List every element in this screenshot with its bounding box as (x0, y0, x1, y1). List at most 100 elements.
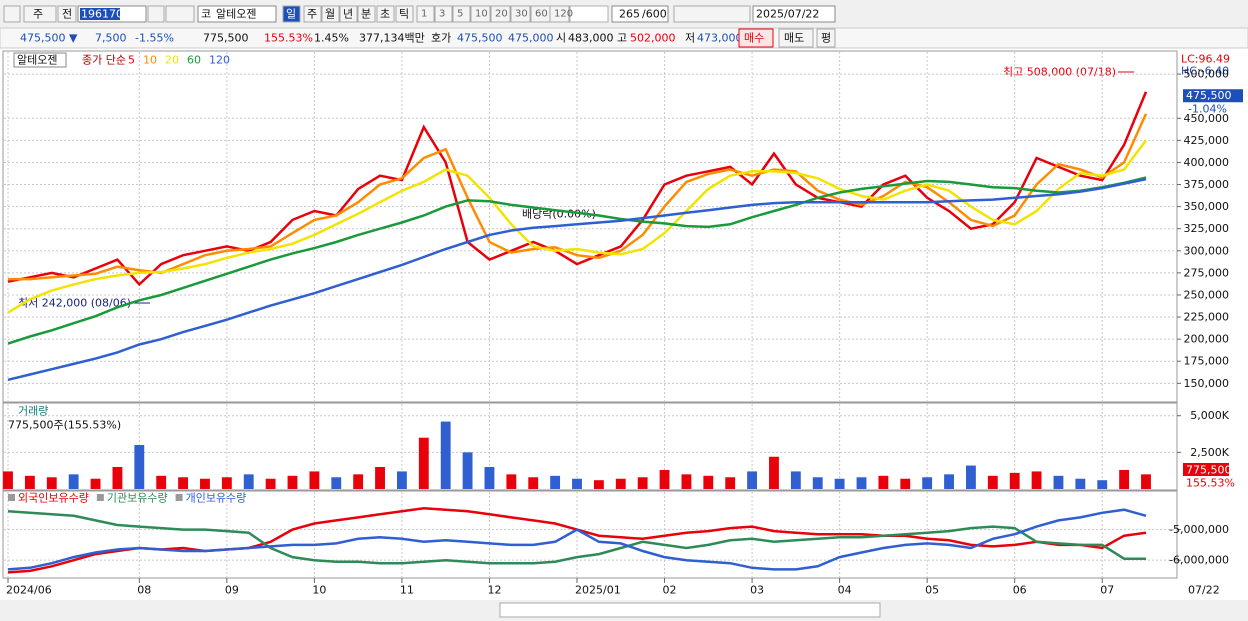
volume-subtitle: 775,500주(155.53%) (8, 419, 121, 432)
price: 475,500 ▼ (20, 32, 78, 45)
interval-button[interactable] (470, 5, 491, 23)
volume-bar (418, 437, 429, 489)
volume-bar (900, 478, 911, 489)
legend-entry: 기관보유수량 (107, 492, 168, 505)
volume-bar (747, 471, 758, 489)
sound-button[interactable] (165, 5, 195, 23)
series-line (7, 177, 1147, 382)
interval-label: 10 (475, 9, 488, 20)
period-button[interactable] (395, 5, 414, 23)
scroll-thumb[interactable] (499, 602, 881, 618)
date-box[interactable] (752, 5, 836, 23)
legend-entry: 개인보유수량 (186, 492, 247, 505)
period-label: 주 (307, 8, 317, 21)
interval-button[interactable] (416, 5, 435, 23)
volume-bar (287, 475, 298, 489)
x-tick-label: 08 (137, 584, 151, 597)
volume-title: 거래량 (18, 405, 48, 418)
type-button-label: 전 (62, 8, 72, 21)
period-label: 틱 (399, 8, 409, 21)
turnover: 1.45% (314, 32, 349, 45)
volume-bar (200, 478, 210, 489)
volume-bar (944, 474, 954, 489)
volume-bar (134, 445, 145, 489)
legend-box (13, 52, 67, 68)
y-tick-label: 400,000 (1184, 156, 1230, 169)
volume-panel (2, 402, 1178, 491)
interval-label: 60 (535, 9, 548, 20)
y-tick-label: 200,000 (1184, 333, 1230, 346)
x-tick-label: 04 (838, 584, 852, 597)
ask-label: 호가 (431, 32, 451, 45)
quote-bar (0, 27, 1248, 49)
x-tick-label: 03 (750, 584, 764, 597)
volume-bar (353, 474, 364, 489)
last-price-box (1183, 89, 1243, 103)
sell-button[interactable] (778, 28, 814, 48)
menu-icon[interactable] (3, 5, 21, 23)
price-panel (2, 50, 1178, 403)
volume-bar (703, 475, 714, 489)
high-label: 고 (617, 32, 627, 45)
volume-bar (331, 477, 342, 489)
x-tick-label: 2025/01 (575, 584, 621, 597)
last-volume: 775,500 (1186, 464, 1232, 477)
volume-bar (484, 467, 495, 489)
period-button[interactable] (357, 5, 376, 23)
volume-bar (309, 471, 320, 489)
volume-bar (812, 477, 823, 489)
legend-marker (8, 494, 15, 501)
sell-label: 매도 (784, 32, 804, 45)
volume-bar (572, 478, 582, 489)
interval-button[interactable] (434, 5, 453, 23)
count-box[interactable] (611, 5, 669, 23)
interval-button[interactable] (452, 5, 471, 23)
series-line (7, 508, 1147, 571)
market: 코 (201, 8, 211, 21)
volume-bar (1053, 475, 1064, 489)
avg-button[interactable] (816, 28, 836, 48)
ma-label: 종가 단순 (82, 54, 126, 67)
bid: 475,000 (508, 32, 554, 45)
volume-bar (681, 474, 692, 489)
x-tick-label: 05 (925, 584, 939, 597)
legend-entry: 5 (128, 54, 135, 67)
interval-label: 3 (439, 9, 445, 20)
blank-select[interactable] (569, 5, 609, 23)
volume-bar (462, 452, 473, 489)
volume-bar (878, 475, 889, 489)
y-tick-label: 300,000 (1184, 244, 1230, 257)
interval-button[interactable] (549, 5, 570, 23)
period-label: 일 (286, 7, 296, 21)
volume-bar (1119, 469, 1130, 489)
period-button[interactable] (303, 5, 322, 23)
period-button[interactable] (376, 5, 395, 23)
y-tick-label: 250,000 (1184, 288, 1230, 301)
period-button[interactable] (321, 5, 340, 23)
volume-bar (1097, 480, 1108, 489)
volume-bar (834, 478, 845, 489)
legend-entry: 20 (165, 54, 179, 67)
last-rate: -1.04% (1188, 103, 1227, 116)
buy-button[interactable] (738, 28, 774, 48)
period-button[interactable] (339, 5, 358, 23)
volume-bar (615, 478, 626, 489)
period-button[interactable] (282, 5, 301, 23)
type-button[interactable] (23, 5, 57, 23)
y-tick-label: 325,000 (1184, 222, 1230, 235)
volume-bar (243, 474, 254, 489)
change-rate: -1.55% (135, 32, 174, 45)
search-button[interactable] (147, 5, 165, 23)
y-tick-label: 500,000 (1184, 68, 1230, 81)
interval-button[interactable] (510, 5, 531, 23)
legend-entry: 60 (187, 54, 201, 67)
type-button-label: 주 (33, 8, 43, 21)
interval-label: 1 (421, 9, 427, 20)
tool-icons[interactable] (673, 5, 751, 23)
series-line (8, 113, 1148, 281)
interval-button[interactable] (490, 5, 511, 23)
volume-bar (637, 477, 648, 489)
type-button[interactable] (57, 5, 77, 23)
y-tick-label: 275,000 (1184, 266, 1230, 279)
series-line (7, 510, 1146, 565)
